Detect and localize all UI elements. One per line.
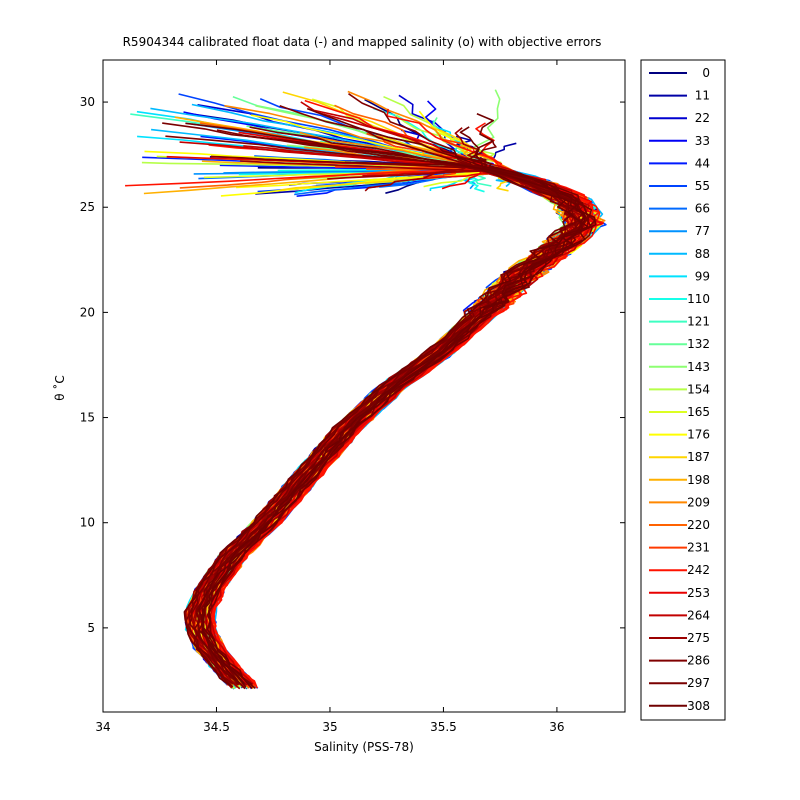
y-tick-label: 5 bbox=[87, 621, 95, 635]
profile-line bbox=[210, 122, 601, 686]
legend: 0 11 22 33 44 55 66 77 88 99 110 121 132 143 154 165 176… bbox=[640, 59, 726, 721]
legend-label: 22 bbox=[695, 111, 710, 125]
x-tick-label: 35 bbox=[322, 720, 337, 734]
profile-line bbox=[187, 126, 580, 686]
legend-label: 33 bbox=[695, 134, 710, 148]
y-tick-label: 20 bbox=[80, 305, 95, 319]
x-tick-label: 34.5 bbox=[203, 720, 230, 734]
legend-label: 297 bbox=[687, 676, 710, 690]
series-layer bbox=[125, 89, 607, 690]
profile-line bbox=[206, 107, 597, 689]
legend-label: 88 bbox=[695, 247, 710, 261]
profile-line bbox=[185, 122, 586, 688]
x-tick-label: 36 bbox=[549, 720, 564, 734]
x-tick-label: 34 bbox=[95, 720, 110, 734]
legend-label: 253 bbox=[687, 586, 710, 600]
y-tick-label: 10 bbox=[80, 516, 95, 530]
legend-label: 77 bbox=[695, 224, 710, 238]
chart-title: R5904344 calibrated float data (-) and m… bbox=[123, 35, 602, 49]
legend-label: 198 bbox=[687, 473, 710, 487]
legend-label: 143 bbox=[687, 360, 710, 374]
legend-label: 154 bbox=[687, 382, 710, 396]
legend-label: 44 bbox=[695, 156, 710, 170]
legend-label: 121 bbox=[687, 315, 710, 329]
axis-layer: 34 34.5 35 35.5 36 5 10 15 20 25 30 bbox=[80, 60, 625, 734]
legend-label: 308 bbox=[687, 699, 710, 713]
profile-line bbox=[201, 148, 586, 685]
legend-label: 165 bbox=[687, 405, 710, 419]
profile-line bbox=[183, 126, 573, 687]
legend-label: 66 bbox=[695, 202, 710, 216]
legend-label: 286 bbox=[687, 654, 710, 668]
y-axis-label: θ ˚C bbox=[52, 375, 67, 401]
legend-label: 132 bbox=[687, 337, 710, 351]
y-tick-label: 30 bbox=[80, 95, 95, 109]
legend-label: 55 bbox=[695, 179, 710, 193]
legend-label: 242 bbox=[687, 563, 710, 577]
y-tick-label: 25 bbox=[80, 200, 95, 214]
x-tick-label: 35.5 bbox=[430, 720, 457, 734]
legend-label: 209 bbox=[687, 495, 710, 509]
profile-line bbox=[198, 113, 589, 685]
legend-label: 176 bbox=[687, 428, 710, 442]
legend-label: 275 bbox=[687, 631, 710, 645]
y-tick-label: 15 bbox=[80, 411, 95, 425]
legend-label: 11 bbox=[695, 89, 710, 103]
legend-label: 99 bbox=[695, 269, 710, 283]
legend-label: 110 bbox=[687, 292, 710, 306]
legend-label: 187 bbox=[687, 450, 710, 464]
legend-label: 264 bbox=[687, 608, 710, 622]
legend-label: 220 bbox=[687, 518, 710, 532]
profile-line bbox=[193, 135, 586, 689]
legend-label: 231 bbox=[687, 541, 710, 555]
legend-label: 0 bbox=[702, 66, 710, 80]
x-axis-label: Salinity (PSS-78) bbox=[314, 740, 414, 754]
